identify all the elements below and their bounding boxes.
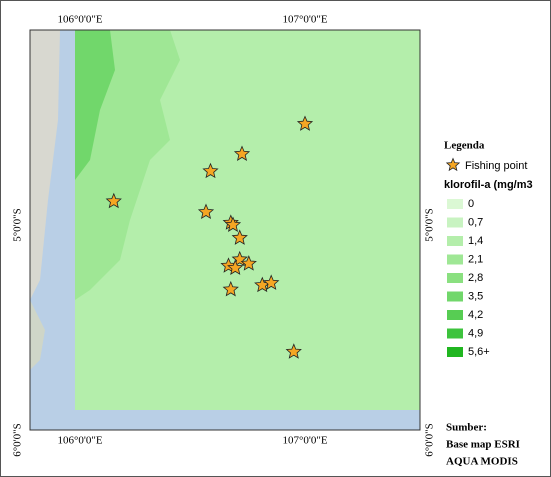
lon-label: 106°0'0"E <box>57 14 102 26</box>
legend-swatch <box>447 218 463 228</box>
basemap <box>30 30 420 430</box>
legend-swatch <box>447 310 463 320</box>
legend-swatch <box>447 347 463 357</box>
lat-label: 5°0'0"S <box>12 208 24 242</box>
page: Legenda Fishing point klorofil-a (mg/m3 … <box>0 0 551 477</box>
lat-label: 6°0'0"S <box>424 423 436 457</box>
lon-label: 107°0'0"E <box>282 14 327 26</box>
legend-swatch <box>447 292 463 302</box>
legend-class-label: 0 <box>468 198 474 210</box>
source-title: Sumber: <box>446 422 487 434</box>
legend-scale-title: klorofil-a (mg/m3 <box>444 179 533 191</box>
legend-class-label: 1,4 <box>468 235 483 247</box>
legend-class-label: 2,1 <box>468 253 483 265</box>
legend-swatch <box>447 236 463 246</box>
legend-class-label: 4,2 <box>468 309 483 321</box>
legend-swatch <box>447 255 463 265</box>
legend-class-label: 2,8 <box>468 272 483 284</box>
source-line: AQUA MODIS <box>446 456 518 468</box>
lon-label: 107°0'0"E <box>282 435 327 447</box>
legend-swatch <box>447 273 463 283</box>
legend-swatch <box>447 329 463 339</box>
legend-swatch <box>447 199 463 209</box>
legend-title: Legenda <box>444 140 485 152</box>
map-figure: Legenda Fishing point klorofil-a (mg/m3 … <box>0 0 551 477</box>
source-line: Base map ESRI <box>446 439 520 451</box>
legend-class-label: 4,9 <box>468 327 483 339</box>
legend-point-label: Fishing point <box>465 160 527 172</box>
legend-class-label: 5,6+ <box>468 346 490 358</box>
legend-class-label: 0,7 <box>468 216 483 228</box>
lon-label: 106°0'0"E <box>57 435 102 447</box>
lat-label: 6°0'0"S <box>12 423 24 457</box>
lat-label: 5°0'0"S <box>424 208 436 242</box>
legend-class-label: 3,5 <box>468 290 483 302</box>
